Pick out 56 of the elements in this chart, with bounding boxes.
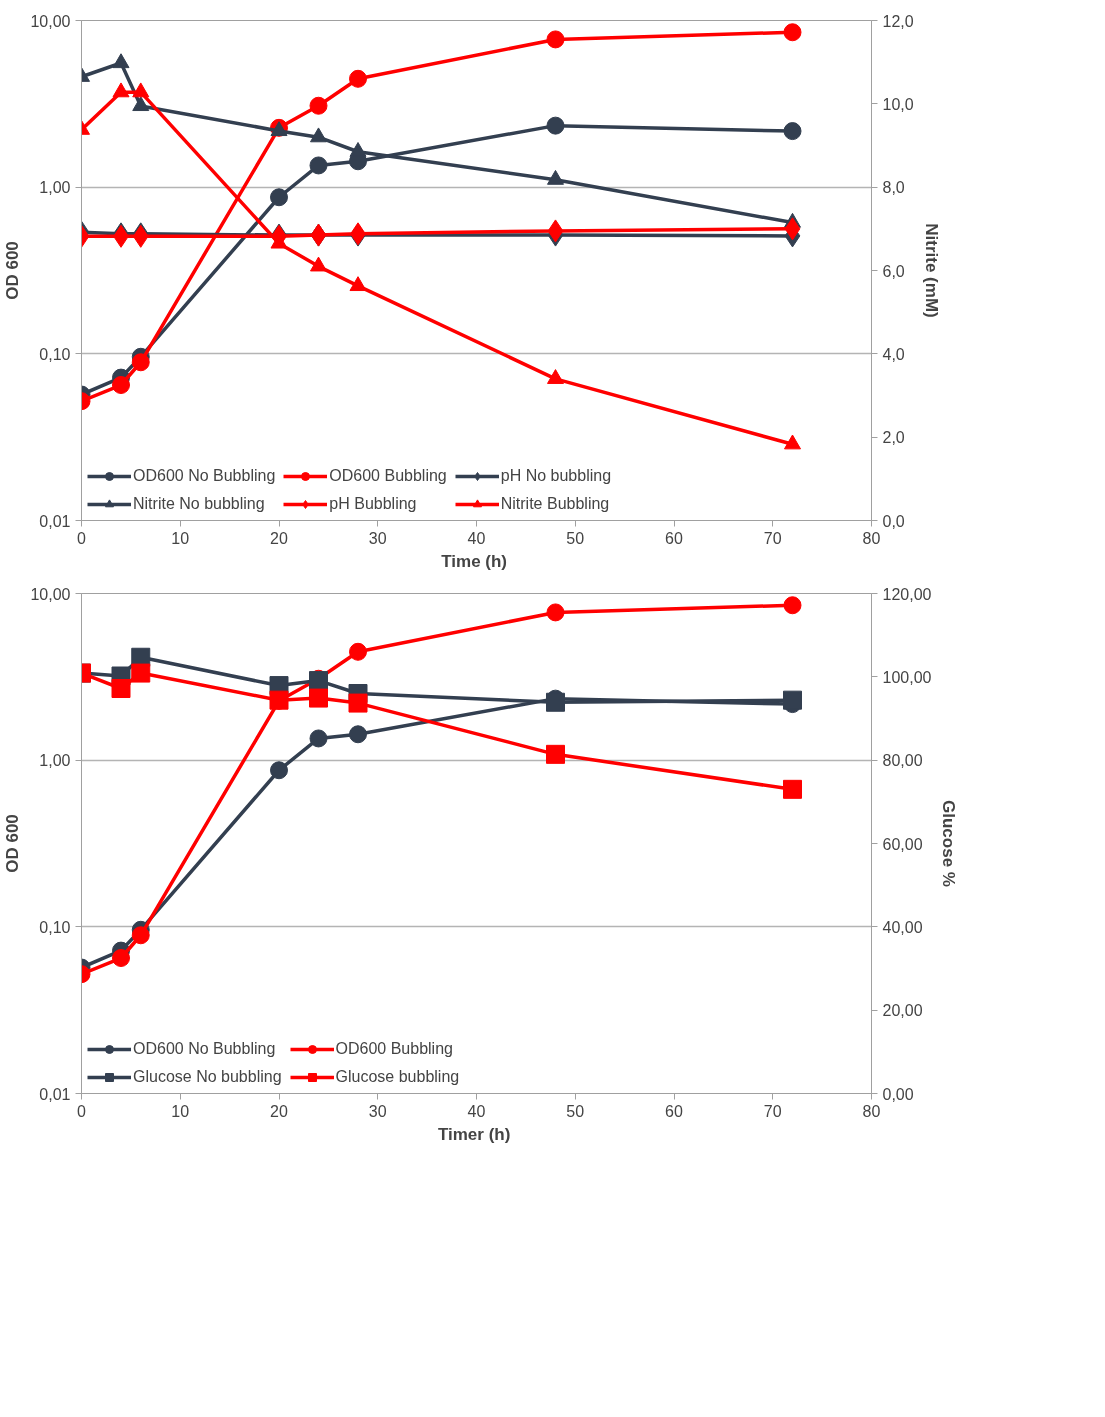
x-tick-label: 40 [467,1102,486,1120]
legend-label: pH Bubbling [329,495,417,513]
legend-label: Glucose No bubbling [133,1068,282,1086]
x-tick-label: 10 [171,529,190,547]
y2-tick-label: 12,0 [882,12,914,30]
y2-axis-title: Glucose % [939,800,959,887]
x-tick-label: 70 [763,1102,782,1120]
x-tick-label: 50 [566,529,585,547]
y-tick-label: 1,00 [39,179,71,197]
y2-tick-label: 20,00 [882,1002,923,1020]
y2-tick-label: 120,00 [882,585,932,603]
y-tick-label: 0,10 [39,345,71,363]
legend-label: OD600 No Bubbling [133,1040,276,1058]
y-tick-label: 0,10 [39,918,71,936]
legend-label: Nitrite Bubbling [500,495,610,513]
x-tick-label: 0 [77,1102,87,1120]
x-tick-label: 80 [862,1102,881,1120]
y-tick-label: 10,00 [30,585,71,603]
y2-tick-label: 80,00 [882,752,923,770]
legend-label: Glucose bubbling [335,1068,460,1086]
y2-tick-label: 40,00 [882,918,923,936]
x-tick-label: 30 [368,529,387,547]
legend-label: OD600 Bubbling [335,1040,453,1058]
x-tick-label: 10 [171,1102,190,1120]
x-tick-label: 80 [862,529,881,547]
y-tick-label: 10,00 [30,12,71,30]
x-tick-label: 60 [665,1102,683,1120]
x-axis-title: Timer (h) [437,1124,511,1144]
x-tick-label: 20 [270,1102,288,1120]
y2-tick-label: 10,0 [882,95,914,113]
y2-tick-label: 6,0 [882,262,905,280]
y2-tick-label: 0,00 [882,1085,914,1103]
y2-tick-label: 100,00 [882,668,932,686]
x-tick-label: 50 [566,1102,585,1120]
y2-tick-label: 0,0 [882,512,905,530]
y2-tick-label: 4,0 [882,345,905,363]
y-axis-title: OD 600 [3,241,23,300]
y-axis-title: OD 600 [3,814,23,873]
y-tick-label: 0,01 [39,1085,71,1103]
y2-tick-label: 60,00 [882,835,923,853]
y2-tick-label: 2,0 [882,429,905,447]
x-tick-label: 30 [368,1102,387,1120]
legend-label: OD600 Bubbling [329,467,447,485]
y2-axis-title: Nitrite (mM) [921,223,941,318]
legend-label: OD600 No Bubbling [133,467,276,485]
x-tick-label: 40 [467,529,486,547]
y2-tick-label: 8,0 [882,179,905,197]
x-tick-label: 20 [270,529,288,547]
x-tick-label: 70 [763,529,782,547]
x-axis-title: Time (h) [441,551,508,571]
x-tick-label: 60 [665,529,683,547]
legend-label: Nitrite No bubbling [133,495,265,513]
y-tick-label: 1,00 [39,752,71,770]
y-tick-label: 0,01 [39,512,71,530]
legend-label: pH No bubbling [500,467,612,485]
x-tick-label: 0 [77,529,87,547]
